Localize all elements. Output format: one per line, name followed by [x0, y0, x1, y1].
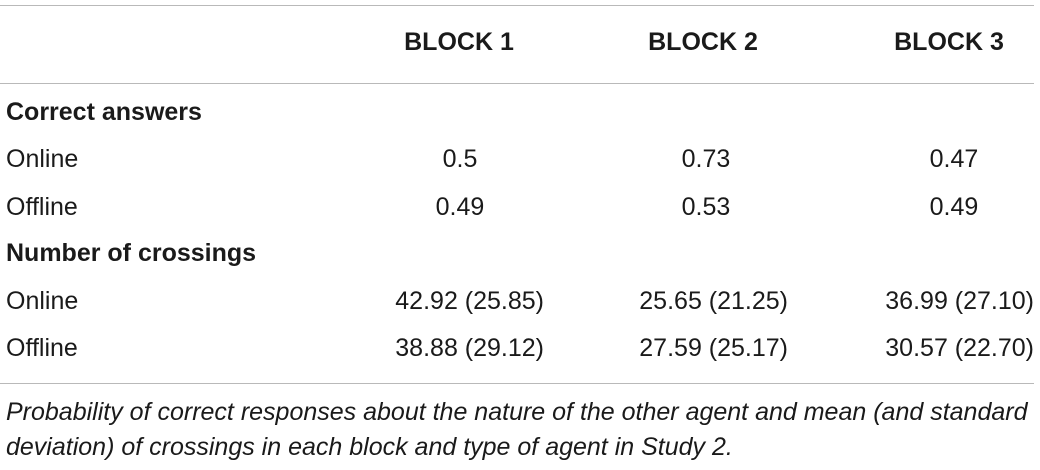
cell-block-3: 0.49	[929, 193, 979, 221]
cell-block-3: 30.57 (22.70)	[885, 334, 1034, 362]
cell-block-1: 38.88 (29.12)	[395, 334, 544, 362]
row-label: Offline	[6, 193, 78, 221]
table-header-rule	[0, 83, 1034, 84]
table-top-rule	[0, 5, 1034, 6]
cell-block-3: 0.47	[929, 145, 979, 173]
cell-block-2: 27.59 (25.17)	[639, 334, 788, 362]
table-row: Online 0.5 0.73 0.47	[0, 136, 1034, 182]
table-row: Online 42.92 (25.85) 25.65 (21.25) 36.99…	[0, 278, 1034, 324]
table-row: Offline 38.88 (29.12) 27.59 (25.17) 30.5…	[0, 325, 1034, 371]
table-bottom-rule	[0, 383, 1034, 384]
cell-block-2: 0.73	[681, 145, 731, 173]
cell-block-1: 42.92 (25.85)	[395, 287, 544, 315]
row-label: Offline	[6, 334, 78, 362]
section-title: Number of crossings	[6, 239, 257, 267]
table-row: Offline 0.49 0.53 0.49	[0, 184, 1034, 230]
cell-block-2: 25.65 (21.25)	[639, 287, 788, 315]
row-label: Online	[6, 145, 79, 173]
section-title-number-of-crossings: Number of crossings	[0, 230, 1034, 276]
section-title-correct-answers: Correct answers	[0, 89, 1034, 135]
row-label: Online	[6, 287, 79, 315]
table-header-row: BLOCK 1 BLOCK 2 BLOCK 3	[0, 19, 1034, 65]
cell-block-1: 0.5	[442, 145, 478, 173]
header-block-3: BLOCK 3	[894, 28, 1004, 56]
header-block-2: BLOCK 2	[648, 28, 758, 56]
section-title: Correct answers	[6, 98, 202, 126]
table-caption: Probability of correct responses about t…	[6, 398, 1028, 461]
cell-block-3: 36.99 (27.10)	[885, 287, 1034, 315]
header-block-1: BLOCK 1	[404, 28, 514, 56]
cell-block-1: 0.49	[435, 193, 485, 221]
cell-block-2: 0.53	[681, 193, 731, 221]
